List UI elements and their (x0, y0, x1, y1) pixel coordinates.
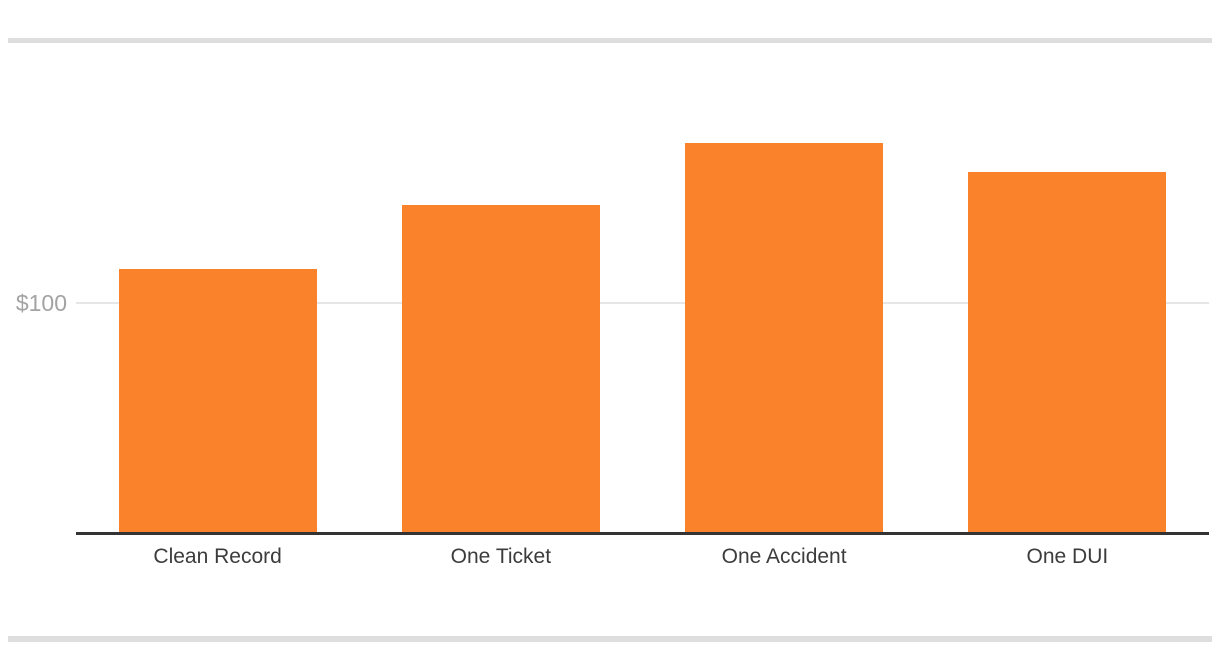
x-axis-line (76, 532, 1209, 535)
bottom-divider (8, 636, 1212, 642)
y-axis-tick-label: $100 (15, 290, 67, 316)
bar-one-ticket[interactable] (401, 204, 600, 532)
top-divider (8, 38, 1212, 43)
gridline-100 (76, 302, 1209, 304)
bar-one-dui[interactable] (968, 172, 1167, 532)
category-label-one-ticket: One Ticket (450, 545, 552, 568)
category-label-one-dui: One DUI (1026, 545, 1109, 568)
bar-clean-record[interactable] (118, 268, 317, 532)
category-label-one-accident: One Accident (721, 545, 847, 568)
category-label-clean-record: Clean Record (153, 545, 282, 568)
bar-one-accident[interactable] (685, 142, 884, 532)
